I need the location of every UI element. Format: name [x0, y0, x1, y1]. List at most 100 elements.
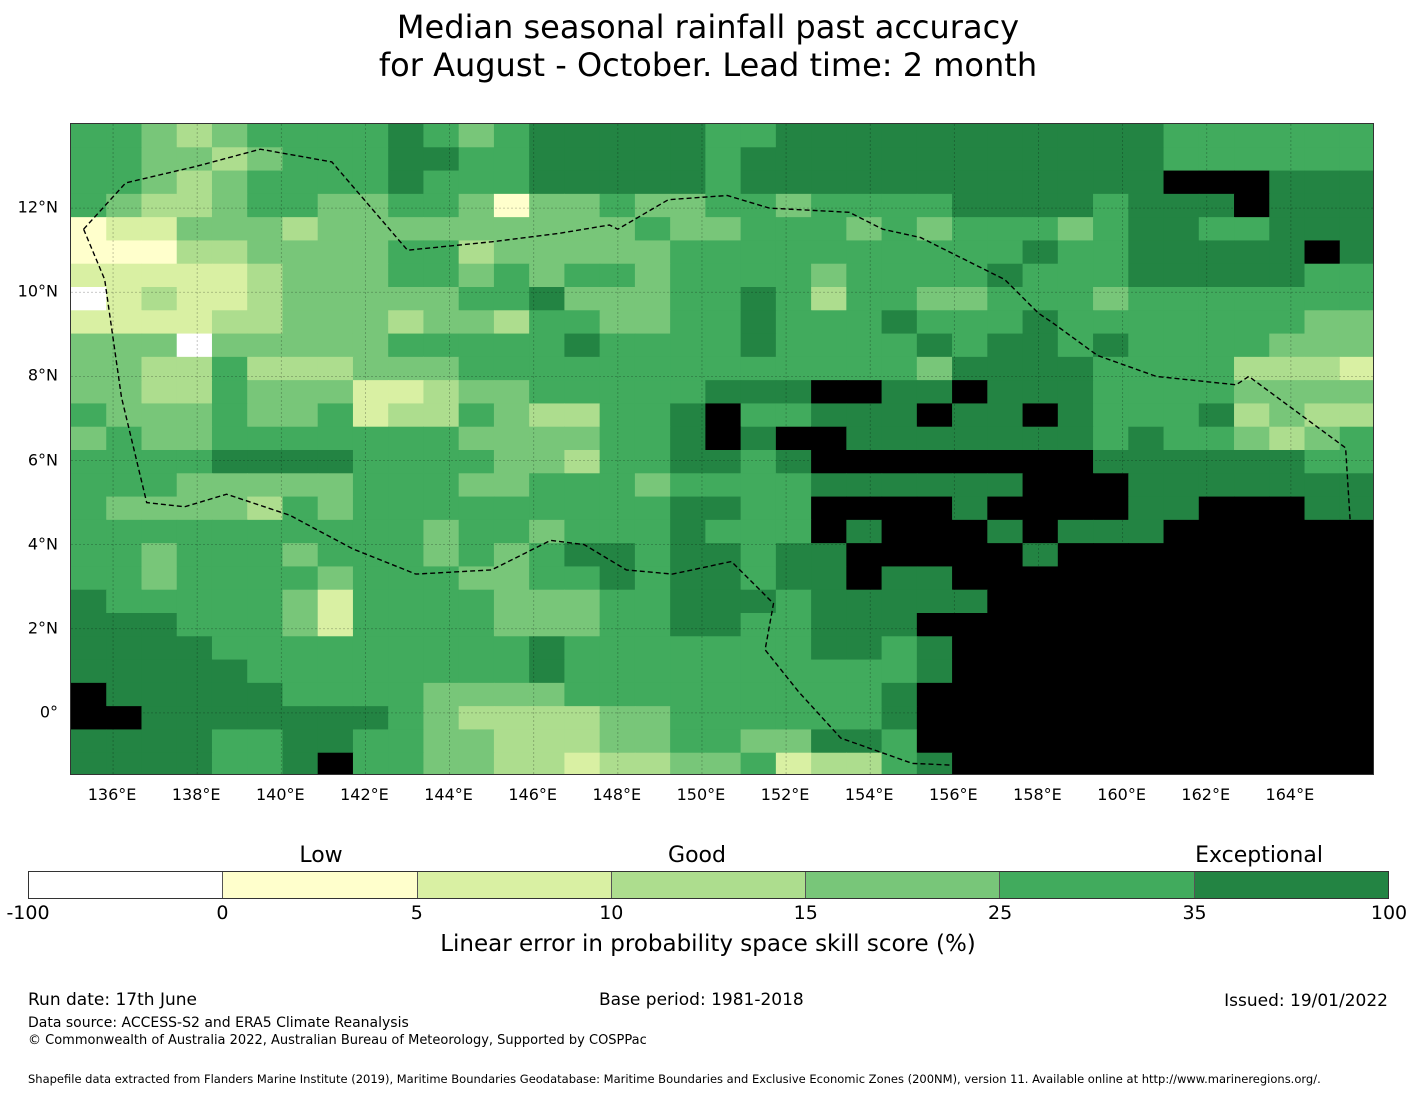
- skill-cell: [564, 170, 601, 195]
- skill-cell: [740, 519, 777, 544]
- skill-cell: [493, 519, 530, 544]
- skill-cell: [599, 310, 636, 335]
- skill-cell: [317, 240, 354, 265]
- skill-cell: [1093, 543, 1129, 568]
- skill-cell: [599, 566, 636, 591]
- skill-cell: [529, 496, 565, 521]
- skill-cell: [740, 240, 777, 265]
- skill-cell: [141, 170, 178, 195]
- skill-cell: [71, 450, 107, 474]
- skill-cell: [211, 496, 248, 521]
- lon-tick-label: 138°E: [171, 785, 221, 804]
- skill-cell: [705, 193, 742, 218]
- skill-cell: [811, 240, 847, 265]
- skill-cell: [493, 310, 530, 335]
- skill-cell: [141, 729, 178, 754]
- skill-cell: [317, 193, 354, 218]
- skill-cell: [775, 426, 812, 451]
- skill-cell: [282, 426, 319, 451]
- skill-cell: [1022, 729, 1059, 754]
- skill-cell: [634, 519, 671, 544]
- skill-cell: [1339, 636, 1373, 661]
- skill-cell: [1128, 473, 1165, 498]
- skill-cell: [317, 124, 354, 148]
- skill-cell: [1339, 193, 1373, 218]
- skill-cell: [1269, 450, 1306, 474]
- skill-cell: [106, 496, 143, 521]
- skill-cell: [916, 752, 953, 774]
- skill-cell: [1022, 193, 1059, 218]
- skill-cell: [282, 217, 319, 242]
- skill-cell: [1163, 613, 1200, 637]
- skill-cell: [705, 636, 742, 661]
- skill-cell: [881, 682, 918, 707]
- skill-cell: [71, 659, 107, 684]
- colorbar-tick-label: 0: [216, 902, 229, 924]
- skill-cell: [1057, 752, 1094, 774]
- skill-cell: [1128, 287, 1165, 311]
- skill-cell: [388, 287, 425, 311]
- skill-cell: [458, 170, 495, 195]
- skill-cell: [1128, 543, 1165, 568]
- skill-cell: [599, 403, 636, 428]
- skill-cell: [564, 217, 601, 242]
- skill-cell: [1198, 403, 1235, 428]
- skill-cell: [705, 147, 742, 172]
- skill-cell: [670, 566, 706, 591]
- skill-cell: [1304, 682, 1341, 707]
- skill-cell: [846, 543, 883, 568]
- skill-cell: [1304, 450, 1341, 474]
- skill-cell: [1339, 124, 1373, 148]
- skill-cell: [1022, 566, 1059, 591]
- skill-cell: [916, 356, 953, 381]
- skill-cell: [916, 519, 953, 544]
- skill-cell: [1057, 496, 1094, 521]
- skill-cell: [1057, 193, 1094, 218]
- skill-cell: [247, 193, 284, 218]
- skill-cell: [1304, 729, 1341, 754]
- skill-cell: [705, 333, 742, 358]
- skill-cell: [458, 473, 495, 498]
- skill-cell: [881, 310, 918, 335]
- skill-cell: [1093, 287, 1129, 311]
- skill-cell: [141, 496, 178, 521]
- skill-cell: [1163, 636, 1200, 661]
- skill-cell: [1163, 450, 1200, 474]
- skill-cell: [916, 403, 953, 428]
- skill-cell: [846, 193, 883, 218]
- skill-cell: [634, 310, 671, 335]
- skill-cell: [987, 356, 1024, 381]
- skill-cell: [423, 519, 460, 544]
- skill-cell: [740, 263, 777, 288]
- skill-cell: [670, 124, 706, 148]
- skill-cell: [317, 682, 354, 707]
- skill-cell: [1198, 636, 1235, 661]
- skill-cell: [634, 426, 671, 451]
- skill-cell: [1339, 170, 1373, 195]
- skill-cell: [1269, 519, 1306, 544]
- skill-cell: [71, 426, 107, 451]
- skill-cell: [176, 613, 213, 637]
- skill-cell: [352, 566, 389, 591]
- skill-cell: [952, 659, 988, 684]
- skill-cell: [1163, 193, 1200, 218]
- skill-cell: [775, 310, 812, 335]
- skill-cell: [881, 636, 918, 661]
- lon-tick-label: 158°E: [1013, 785, 1062, 804]
- skill-cell: [599, 240, 636, 265]
- skill-cell: [564, 729, 601, 754]
- skill-cell: [705, 752, 742, 774]
- skill-cell: [1128, 403, 1165, 428]
- skill-cell: [388, 147, 425, 172]
- skill-cell: [1057, 147, 1094, 172]
- skill-cell: [529, 356, 565, 381]
- skill-cell: [352, 333, 389, 358]
- skill-cell: [493, 496, 530, 521]
- skill-cell: [987, 543, 1024, 568]
- skill-cell: [141, 380, 178, 405]
- skill-cell: [423, 752, 460, 774]
- skill-cell: [1304, 124, 1341, 148]
- skill-cell: [1163, 519, 1200, 544]
- skill-cell: [740, 450, 777, 474]
- skill-cell: [106, 519, 143, 544]
